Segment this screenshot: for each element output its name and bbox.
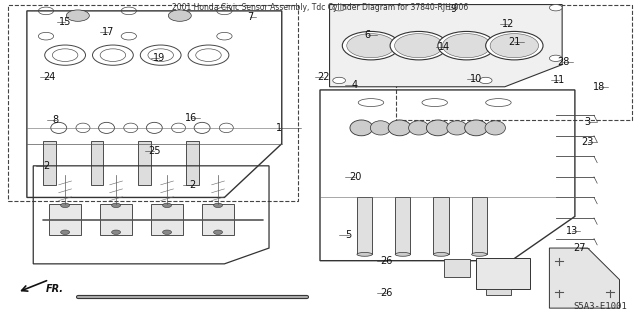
Polygon shape	[549, 248, 620, 308]
Bar	[8, 4, 298, 201]
Text: 19: 19	[154, 53, 166, 63]
Circle shape	[168, 10, 191, 21]
Text: 23: 23	[582, 137, 594, 147]
Circle shape	[486, 32, 543, 60]
Text: 8: 8	[52, 115, 59, 125]
Bar	[49, 204, 81, 235]
Text: 13: 13	[566, 226, 578, 236]
Text: 2001 Honda Civic Sensor Assembly, Tdc Cylinder Diagram for 37840-RJH-006: 2001 Honda Civic Sensor Assembly, Tdc Cy…	[172, 3, 468, 12]
Text: 27: 27	[573, 243, 586, 253]
Bar	[138, 141, 151, 185]
Circle shape	[214, 203, 223, 208]
Bar	[476, 257, 531, 289]
Text: 12: 12	[502, 19, 514, 28]
Text: 14: 14	[438, 42, 451, 52]
Ellipse shape	[357, 252, 372, 256]
Circle shape	[438, 32, 495, 60]
Text: 22: 22	[317, 72, 330, 82]
Circle shape	[342, 32, 399, 60]
Bar	[444, 259, 470, 277]
Bar	[91, 141, 103, 185]
Bar	[151, 204, 183, 235]
Text: 6: 6	[365, 30, 371, 40]
Circle shape	[111, 230, 120, 234]
Circle shape	[347, 33, 395, 58]
Text: 25: 25	[148, 146, 161, 156]
Ellipse shape	[485, 121, 506, 135]
Circle shape	[390, 32, 447, 60]
Circle shape	[163, 203, 172, 208]
Text: 28: 28	[557, 57, 570, 67]
Circle shape	[490, 33, 539, 58]
Text: 1: 1	[275, 123, 282, 133]
Text: 20: 20	[349, 172, 361, 182]
Text: 21: 21	[508, 38, 520, 48]
Text: 18: 18	[593, 82, 605, 92]
Text: 11: 11	[553, 76, 565, 85]
Text: S5A3-E1001: S5A3-E1001	[573, 302, 627, 311]
Circle shape	[442, 33, 491, 58]
Text: 17: 17	[102, 27, 115, 37]
Circle shape	[333, 4, 346, 11]
Text: 9: 9	[451, 4, 457, 14]
Bar	[202, 204, 234, 235]
Circle shape	[479, 77, 492, 84]
Bar	[433, 197, 449, 254]
Ellipse shape	[395, 252, 410, 256]
Bar	[100, 204, 132, 235]
Circle shape	[394, 33, 443, 58]
Polygon shape	[330, 4, 562, 87]
Circle shape	[549, 4, 562, 11]
Bar	[395, 197, 410, 254]
Circle shape	[163, 230, 172, 234]
Ellipse shape	[472, 252, 487, 256]
Circle shape	[111, 203, 120, 208]
Text: 5: 5	[346, 230, 352, 241]
Circle shape	[61, 203, 70, 208]
Text: 26: 26	[381, 256, 393, 266]
Text: 26: 26	[381, 288, 393, 298]
Text: 24: 24	[43, 72, 56, 82]
Circle shape	[214, 230, 223, 234]
Ellipse shape	[426, 120, 449, 136]
Ellipse shape	[408, 121, 429, 135]
Ellipse shape	[350, 120, 373, 136]
Text: 16: 16	[185, 113, 197, 123]
Bar	[186, 141, 199, 185]
Bar	[357, 197, 372, 254]
Circle shape	[67, 10, 90, 21]
Ellipse shape	[465, 120, 488, 136]
Ellipse shape	[433, 252, 449, 256]
Text: 7: 7	[247, 12, 253, 22]
Text: 2: 2	[43, 161, 49, 171]
Text: 10: 10	[470, 74, 483, 84]
Ellipse shape	[447, 121, 467, 135]
Bar	[396, 4, 632, 120]
Bar	[472, 197, 487, 254]
Bar	[486, 288, 511, 295]
Text: 4: 4	[352, 80, 358, 90]
Text: 15: 15	[59, 17, 71, 27]
Ellipse shape	[388, 120, 411, 136]
Bar	[43, 141, 56, 185]
Circle shape	[333, 77, 346, 84]
Ellipse shape	[371, 121, 391, 135]
Text: 2: 2	[189, 180, 196, 190]
Circle shape	[549, 55, 562, 62]
Circle shape	[61, 230, 70, 234]
Text: FR.: FR.	[46, 284, 64, 294]
Text: 3: 3	[584, 116, 591, 127]
